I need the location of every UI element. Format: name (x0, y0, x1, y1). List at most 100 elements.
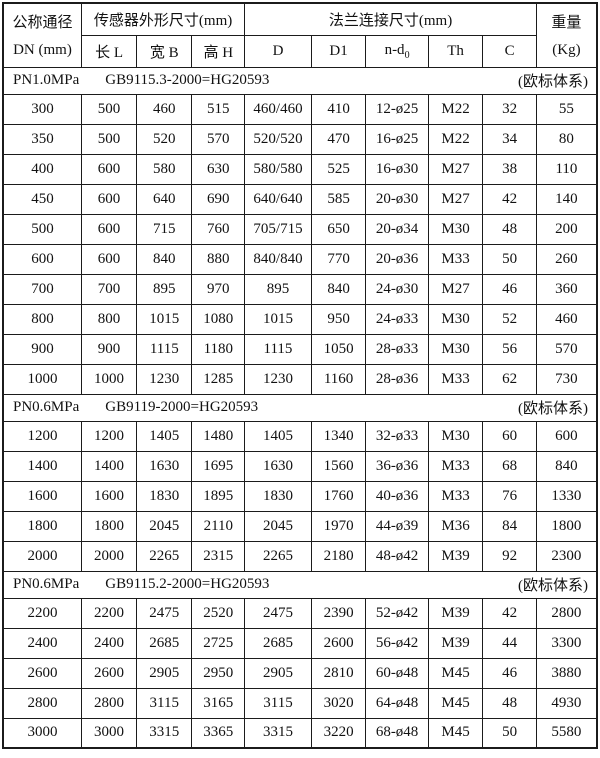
table-cell: 840 (535, 450, 598, 482)
table-cell: 2600 (2, 657, 82, 689)
table-cell: M39 (427, 597, 484, 629)
table-body: PN1.0MPa GB9115.3-2000=HG20593 (欧标体系) 300 50… (2, 66, 598, 749)
table-cell: 1560 (310, 450, 367, 482)
table-row: 2000 2000 2265 2315 2265 2180 48-ø42 M39 92 2300 (2, 540, 598, 572)
table-row: 450 600 640 690 640/640 585 20-ø30 M27 42 140 (2, 183, 598, 215)
n-d0-main: n-d (384, 41, 405, 58)
table-row: 2800 2800 3115 3165 3115 3020 64-ø48 M45 48 4930 (2, 687, 598, 719)
table-cell: 1200 (2, 420, 82, 452)
table-cell: 12-ø25 (365, 93, 429, 125)
table-cell: 1115 (244, 333, 312, 365)
table-cell: 46 (482, 657, 537, 689)
table-cell: 1200 (80, 420, 138, 452)
table-cell: 2905 (244, 657, 312, 689)
table-cell: 2725 (191, 627, 246, 659)
table-cell: 56 (482, 333, 537, 365)
table-cell: 3020 (310, 687, 367, 719)
table-cell: 2265 (136, 540, 193, 572)
table-cell: 3300 (535, 627, 598, 659)
table-cell: M27 (427, 153, 484, 185)
table-cell: 52-ø42 (365, 597, 429, 629)
table-cell: 20-ø30 (365, 183, 429, 215)
col-header-th: Th (427, 34, 484, 68)
table-cell: 1340 (310, 420, 367, 452)
col-header-d: D (244, 34, 312, 68)
table-cell: 900 (2, 333, 82, 365)
table-row: 600 600 840 880 840/840 770 20-ø36 M33 50 260 (2, 243, 598, 275)
table-cell: 1630 (244, 450, 312, 482)
table-cell: 62 (482, 363, 537, 395)
table-cell: 46 (482, 273, 537, 305)
table-cell: M45 (427, 687, 484, 719)
table-cell: M22 (427, 123, 484, 155)
table-cell: 24-ø30 (365, 273, 429, 305)
table-row: 400 600 580 630 580/580 525 16-ø30 M27 38 110 (2, 153, 598, 185)
table-cell: M30 (427, 303, 484, 335)
table-row: 800 800 1015 1080 1015 950 24-ø33 M30 52 460 (2, 303, 598, 335)
section-standard-code: GB9115.2-2000=HG20593 (105, 576, 270, 592)
section-header-cell: PN1.0MPa GB9115.3-2000=HG20593 (欧标体系) (2, 66, 598, 95)
table-cell: 600 (80, 213, 138, 245)
table-cell: 800 (2, 303, 82, 335)
table-cell: 500 (80, 123, 138, 155)
table-cell: 260 (535, 243, 598, 275)
table-header: 公称通径 DN (mm) 传感器外形尺寸(mm) 法兰连接尺寸(mm) 重量 (… (2, 2, 598, 68)
table-cell: 1800 (80, 510, 138, 542)
table-cell: 1600 (80, 480, 138, 512)
table-cell: 2520 (191, 597, 246, 629)
table-cell: M27 (427, 183, 484, 215)
col-group-sensor-dimensions: 传感器外形尺寸(mm) (80, 2, 246, 36)
section-standard-code: GB9115.3-2000=HG20593 (105, 72, 270, 88)
nominal-diameter-unit: DN (mm) (13, 42, 72, 59)
table-cell: 140 (535, 183, 598, 215)
table-cell: 2265 (244, 540, 312, 572)
table-cell: 600 (80, 153, 138, 185)
col-header-length: 长 L (80, 34, 138, 68)
table-cell: 16-ø25 (365, 123, 429, 155)
table-cell: 760 (191, 213, 246, 245)
table-cell: 38 (482, 153, 537, 185)
table-cell: 520 (136, 123, 193, 155)
table-row: 500 600 715 760 705/715 650 20-ø34 M30 48 200 (2, 213, 598, 245)
table-cell: 1230 (136, 363, 193, 395)
table-cell: 460 (136, 93, 193, 125)
table-cell: 600 (2, 243, 82, 275)
table-cell: 2600 (310, 627, 367, 659)
table-row: 2200 2200 2475 2520 2475 2390 52-ø42 M39 42 2800 (2, 597, 598, 629)
table-cell: 1800 (2, 510, 82, 542)
table-cell: M36 (427, 510, 484, 542)
section-standard-code: GB9119-2000=HG20593 (105, 399, 259, 415)
table-cell: 1405 (244, 420, 312, 452)
table-cell: 500 (80, 93, 138, 125)
table-cell: 500 (2, 213, 82, 245)
section-system-note: (欧标体系) (518, 401, 588, 417)
table-cell: 1160 (310, 363, 367, 395)
table-cell: 1400 (80, 450, 138, 482)
table-cell: 1600 (2, 480, 82, 512)
table-cell: 2180 (310, 540, 367, 572)
table-cell: 20-ø36 (365, 243, 429, 275)
table-cell: 450 (2, 183, 82, 215)
table-cell: 840 (136, 243, 193, 275)
table-cell: M33 (427, 363, 484, 395)
table-cell: 2000 (80, 540, 138, 572)
table-cell: M22 (427, 93, 484, 125)
table-cell: 5580 (535, 717, 598, 749)
table-cell: 1970 (310, 510, 367, 542)
table-cell: 1480 (191, 420, 246, 452)
table-row: 900 900 1115 1180 1115 1050 28-ø33 M30 56 570 (2, 333, 598, 365)
table-cell: 1630 (136, 450, 193, 482)
table-cell: 2045 (244, 510, 312, 542)
header-row-top: 公称通径 DN (mm) 传感器外形尺寸(mm) 法兰连接尺寸(mm) 重量 (… (2, 2, 598, 68)
table-cell: 800 (80, 303, 138, 335)
weight-unit: (Kg) (552, 42, 581, 59)
section-pressure-rating: PN0.6MPa (13, 399, 80, 415)
table-cell: 2600 (80, 657, 138, 689)
table-cell: 32 (482, 93, 537, 125)
section-header-row: PN0.6MPa GB9119-2000=HG20593 (欧标体系) (2, 393, 598, 422)
table-cell: 730 (535, 363, 598, 395)
table-cell: 50 (482, 243, 537, 275)
table-cell: M30 (427, 420, 484, 452)
table-cell: 28-ø33 (365, 333, 429, 365)
table-cell: 895 (136, 273, 193, 305)
